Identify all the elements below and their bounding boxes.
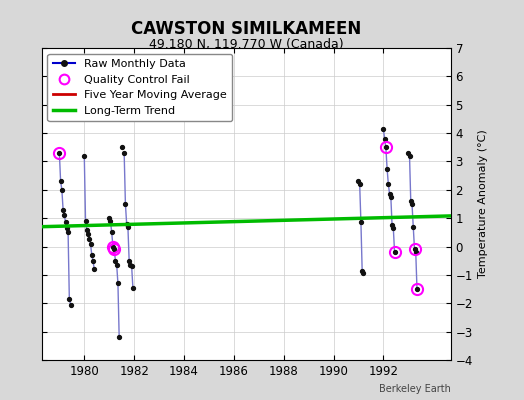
Text: CAWSTON SIMILKAMEEN: CAWSTON SIMILKAMEEN (131, 20, 362, 38)
Legend: Raw Monthly Data, Quality Control Fail, Five Year Moving Average, Long-Term Tren: Raw Monthly Data, Quality Control Fail, … (48, 54, 233, 121)
Text: 49.180 N, 119.770 W (Canada): 49.180 N, 119.770 W (Canada) (149, 38, 344, 51)
Text: Berkeley Earth: Berkeley Earth (379, 384, 451, 394)
Y-axis label: Temperature Anomaly (°C): Temperature Anomaly (°C) (478, 130, 488, 278)
